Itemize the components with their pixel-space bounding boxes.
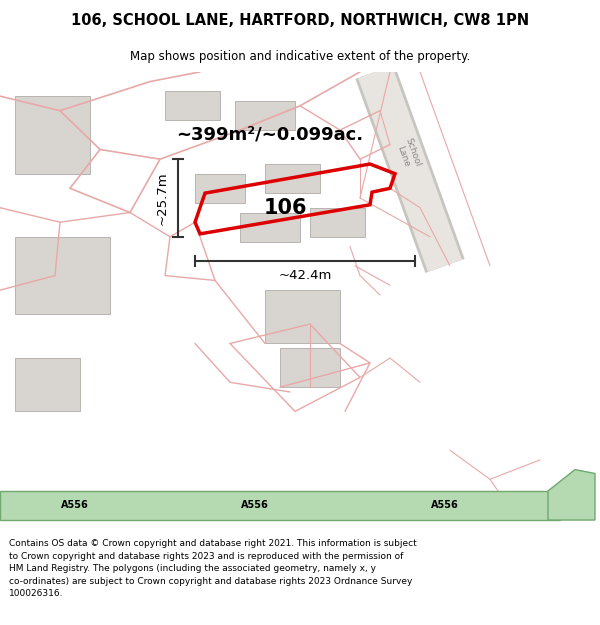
Polygon shape: [240, 213, 300, 242]
Polygon shape: [15, 358, 80, 411]
Polygon shape: [265, 290, 340, 344]
Polygon shape: [310, 208, 365, 237]
Polygon shape: [165, 91, 220, 121]
Text: ~25.7m: ~25.7m: [156, 171, 169, 225]
Polygon shape: [235, 101, 295, 130]
Polygon shape: [15, 96, 90, 174]
Polygon shape: [265, 164, 320, 193]
Text: A556: A556: [61, 501, 89, 511]
Text: Map shows position and indicative extent of the property.: Map shows position and indicative extent…: [130, 49, 470, 62]
Polygon shape: [15, 237, 110, 314]
Polygon shape: [195, 174, 245, 203]
Text: Contains OS data © Crown copyright and database right 2021. This information is : Contains OS data © Crown copyright and d…: [9, 539, 417, 598]
Text: A556: A556: [241, 501, 269, 511]
Text: School
Lane: School Lane: [394, 137, 422, 172]
Text: A556: A556: [431, 501, 459, 511]
Polygon shape: [548, 469, 595, 520]
Bar: [0, 491, 560, 520]
Text: 106: 106: [263, 198, 307, 217]
Text: ~399m²/~0.099ac.: ~399m²/~0.099ac.: [176, 126, 364, 144]
Text: ~42.4m: ~42.4m: [278, 269, 332, 282]
Text: 106, SCHOOL LANE, HARTFORD, NORTHWICH, CW8 1PN: 106, SCHOOL LANE, HARTFORD, NORTHWICH, C…: [71, 12, 529, 28]
Polygon shape: [280, 348, 340, 387]
